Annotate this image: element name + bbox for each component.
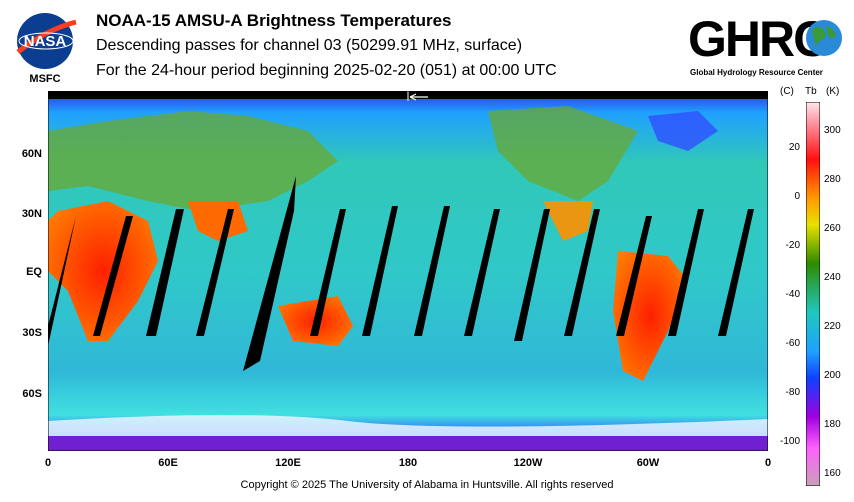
celsius-tick: 20 xyxy=(788,142,800,153)
gap-swath xyxy=(718,209,754,336)
lat-label-eq: EQ xyxy=(26,266,42,278)
nasa-logo-text: NASA xyxy=(24,33,67,50)
gap-swath xyxy=(464,209,500,336)
lat-label-60n: 60N xyxy=(21,148,42,160)
gap-swath xyxy=(48,216,76,346)
celsius-tick: 0 xyxy=(794,191,800,202)
kelvin-tick: 220 xyxy=(824,321,841,332)
ghrc-subtitle: Global Hydrology Resource Center xyxy=(690,68,823,77)
colorbar-unit-k: (K) xyxy=(826,86,840,97)
gap-swath xyxy=(310,209,346,336)
lat-label-30n: 30N xyxy=(21,208,42,220)
kelvin-tick: 300 xyxy=(824,125,841,136)
lat-label-60s: 60S xyxy=(22,388,42,400)
temperature-colorbar xyxy=(806,102,820,486)
celsius-tick: -60 xyxy=(785,338,800,349)
lon-label-60w: 60W xyxy=(636,457,660,469)
mexico-land xyxy=(543,201,593,241)
gap-swath xyxy=(514,209,550,341)
kelvin-tick: 180 xyxy=(824,419,841,430)
gap-swath xyxy=(564,209,600,336)
kelvin-tick: 200 xyxy=(824,370,841,381)
south-edge-band xyxy=(48,436,768,451)
antarctica-land xyxy=(48,415,768,441)
ghrc-logo: GHRC Global Hydrology Resource Center xyxy=(688,11,842,77)
africa-land xyxy=(48,201,158,341)
lon-label-0-east: 0 xyxy=(764,457,772,469)
gap-swath xyxy=(616,216,652,336)
gap-swath xyxy=(414,206,450,336)
arrow-left-icon xyxy=(407,91,428,101)
lon-label-60e: 60E xyxy=(158,457,178,469)
orbit-gap-swaths xyxy=(48,176,754,371)
greenland-land xyxy=(648,111,718,151)
gap-swath xyxy=(362,206,398,336)
page-title: NOAA-15 AMSU-A Brightness Temperatures xyxy=(96,11,452,30)
gap-swath xyxy=(196,209,234,336)
celsius-tick: -80 xyxy=(785,387,800,398)
period-label: For the 24-hour period beginning 2025-02… xyxy=(96,62,557,79)
celsius-tick: -100 xyxy=(779,436,800,447)
eurasia-land xyxy=(48,111,338,211)
msfc-label: MSFC xyxy=(29,73,60,85)
gap-swath xyxy=(668,209,704,336)
brightness-temperature-map xyxy=(48,91,768,451)
lon-label-180: 180 xyxy=(398,457,418,469)
copyright-notice: Copyright © 2025 The University of Alaba… xyxy=(240,479,614,491)
lon-label-0-west: 0 xyxy=(44,457,52,469)
kelvin-tick: 260 xyxy=(824,223,841,234)
kelvin-tick: 280 xyxy=(824,174,841,185)
lon-label-120e: 120E xyxy=(275,457,301,469)
north-america-land xyxy=(488,106,638,201)
colorbar-unit-tb: Tb xyxy=(805,86,817,97)
gap-swath xyxy=(146,209,184,336)
page-subtitle: Descending passes for channel 03 (50299.… xyxy=(96,37,523,54)
kelvin-tick: 240 xyxy=(824,272,841,283)
nasa-logo: NASA MSFC xyxy=(16,13,77,85)
lat-label-30s: 30S xyxy=(22,327,42,339)
gap-swath xyxy=(243,176,296,371)
celsius-tick: -20 xyxy=(785,240,800,251)
gap-swath xyxy=(93,216,133,336)
lon-label-120w: 120W xyxy=(513,457,543,469)
colorbar-unit-c: (C) xyxy=(780,86,794,97)
kelvin-tick: 160 xyxy=(824,468,841,479)
celsius-tick: -40 xyxy=(785,289,800,300)
